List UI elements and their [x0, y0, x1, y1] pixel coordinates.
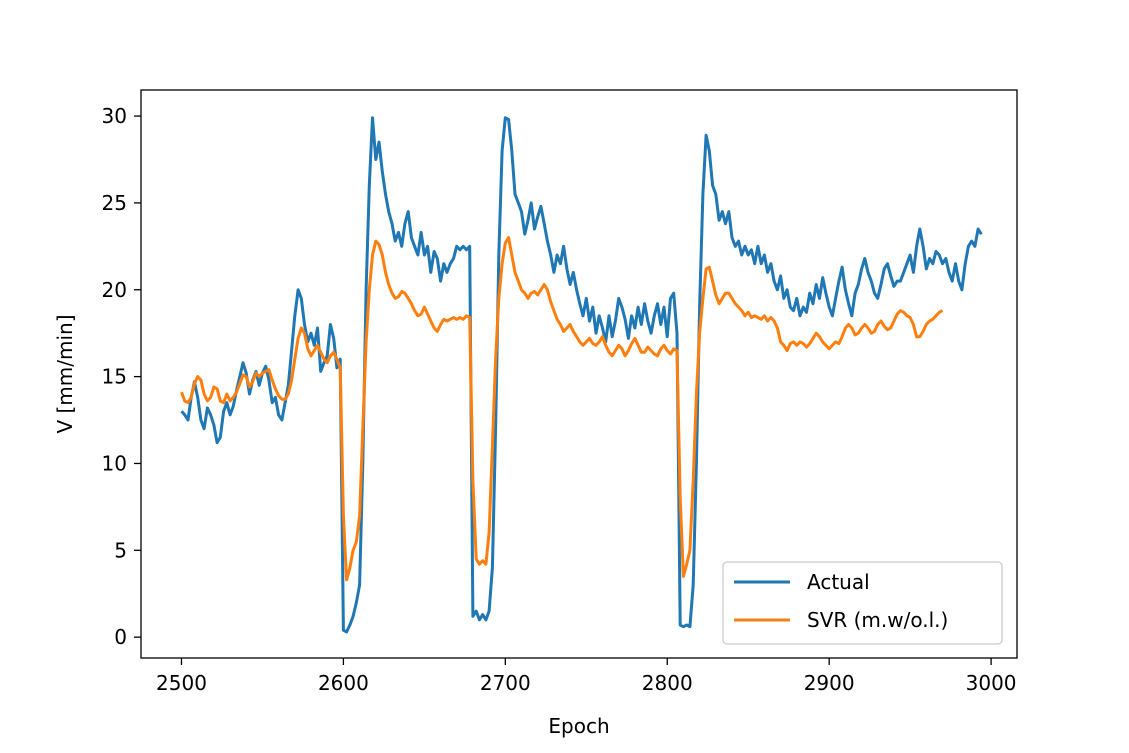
legend: Actual SVR (m.w/o.l.)	[722, 561, 1003, 645]
x-axis-label: Epoch	[548, 714, 609, 738]
plot-frame	[140, 89, 1018, 659]
x-tick-label: 2700	[480, 671, 531, 695]
y-tick-label: 10	[102, 451, 127, 475]
y-tick-label: 15	[102, 365, 127, 389]
y-axis: 0 5 10 15 20 25 30	[102, 104, 141, 649]
x-axis: 2500 2600 2700 2800 2900 3000	[156, 658, 1017, 695]
series-line-svr	[180, 236, 944, 582]
legend-label-svr: SVR (m.w/o.l.)	[807, 608, 948, 632]
x-tick-label: 2800	[642, 671, 693, 695]
y-tick-label: 25	[102, 191, 127, 215]
x-tick-label: 3000	[966, 671, 1017, 695]
x-tick-label: 2500	[156, 671, 207, 695]
y-tick-label: 5	[114, 538, 127, 562]
y-tick-label: 0	[114, 625, 127, 649]
x-tick-label: 2600	[318, 671, 369, 695]
legend-box	[722, 561, 1003, 645]
x-tick-label: 2900	[804, 671, 855, 695]
series-line-actual	[180, 116, 983, 634]
legend-label-actual: Actual	[807, 570, 870, 594]
y-tick-label: 20	[102, 278, 127, 302]
series-layer	[180, 116, 983, 634]
y-axis-label: V [mm/min]	[53, 314, 77, 433]
y-tick-label: 30	[102, 104, 127, 128]
